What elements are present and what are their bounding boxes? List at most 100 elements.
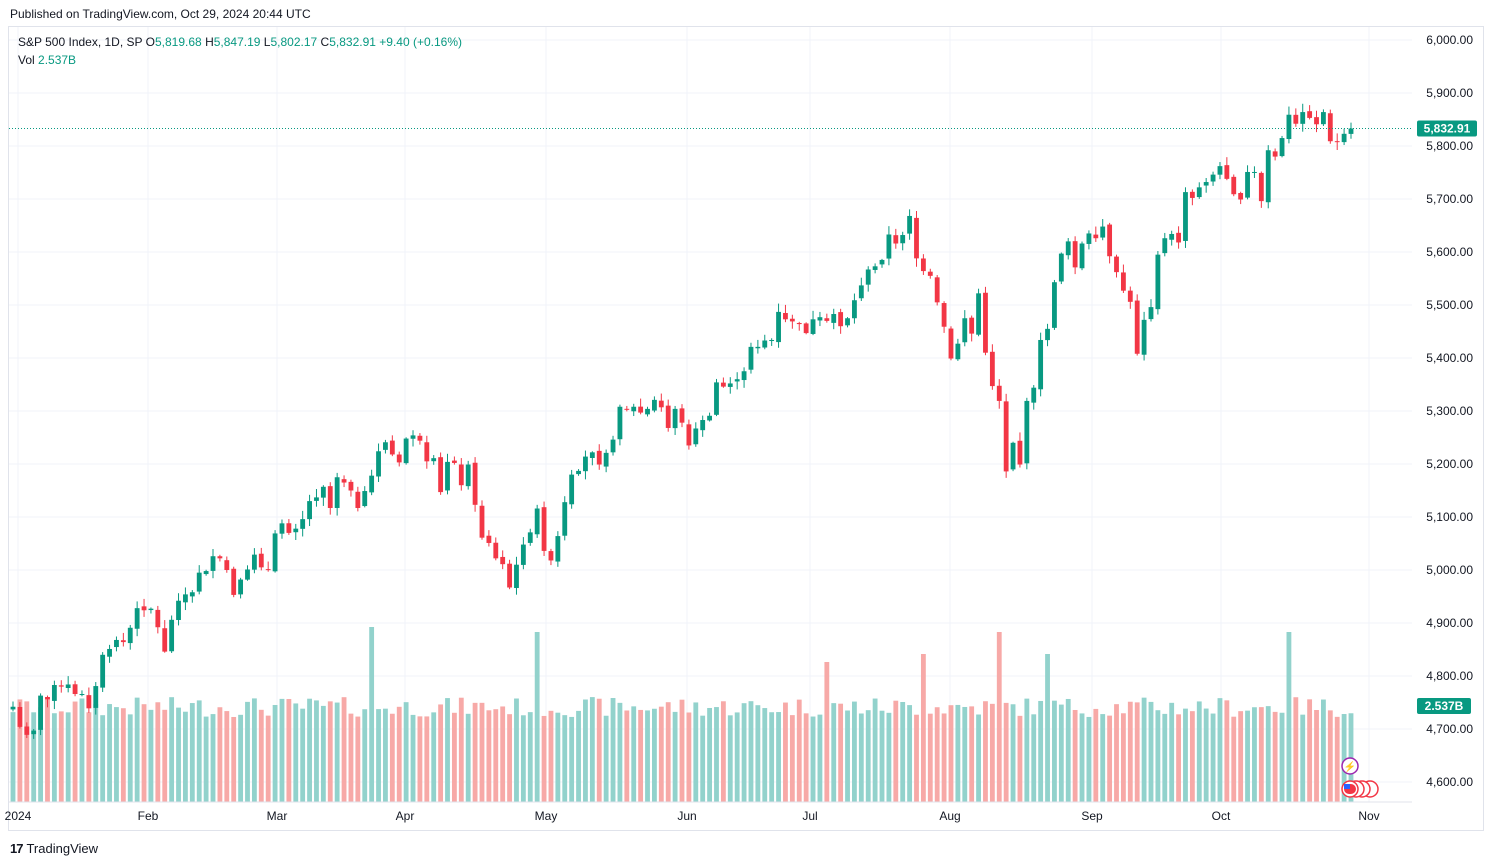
volume-bar — [1224, 700, 1230, 802]
price-tick-label: 5,500.00 — [1426, 298, 1473, 312]
volume-bar — [376, 709, 381, 802]
candle-body — [100, 654, 106, 688]
candle-body — [300, 519, 306, 529]
candle-body — [776, 311, 781, 343]
price-tick-label: 5,600.00 — [1426, 245, 1473, 259]
candle-body — [65, 684, 71, 688]
volume-bar — [51, 713, 57, 802]
candle-body — [914, 217, 919, 259]
volume-bar — [500, 706, 506, 802]
candle-body — [845, 318, 850, 326]
candle-body — [141, 606, 147, 611]
volume-bar — [424, 716, 430, 802]
candle-body — [1086, 233, 1092, 244]
volume-bar — [755, 705, 761, 802]
volume-bar — [555, 712, 561, 802]
volume-bar — [872, 698, 878, 802]
volume-bar — [286, 699, 292, 802]
lightning-event-icon — [1341, 757, 1359, 775]
high-value: 5,847.19 — [213, 35, 261, 49]
volume-bar — [541, 715, 547, 802]
candle-body — [700, 420, 706, 431]
time-tick-label: Nov — [1358, 809, 1379, 823]
volume-bar — [1086, 716, 1092, 802]
volume-bar — [824, 662, 830, 802]
tradingview-logo-icon: 17 — [10, 841, 24, 856]
time-tick-label: Feb — [138, 809, 159, 823]
volume-bar — [969, 706, 975, 802]
candle-body — [1265, 150, 1271, 203]
candle-body — [389, 440, 395, 455]
volume-bar — [438, 704, 444, 802]
candle-body — [1169, 233, 1175, 240]
candle-body — [1252, 171, 1257, 173]
last-price-line: 5,832.91 2.537B — [9, 120, 1477, 714]
candle-body — [251, 554, 257, 570]
volume-bar — [776, 712, 781, 802]
vol-label: Vol — [18, 53, 35, 67]
volume-bar — [293, 703, 299, 802]
volume-bar — [31, 712, 37, 802]
candle-body — [58, 685, 64, 687]
volume-bar — [203, 716, 209, 802]
volume-bar — [1065, 698, 1071, 802]
volume-bar — [341, 697, 347, 802]
candle-body — [727, 383, 733, 387]
candle-body — [1348, 128, 1354, 134]
candle-body — [1217, 166, 1223, 175]
volume-bar — [383, 708, 388, 802]
candle-body — [1210, 174, 1216, 182]
volume-bars — [10, 627, 1354, 802]
volume-bar — [479, 702, 485, 802]
candle-body — [1038, 339, 1044, 390]
candle-body — [169, 619, 175, 652]
volume-bar — [651, 708, 657, 802]
candle-body — [679, 408, 685, 423]
volume-bar — [417, 716, 423, 802]
time-tick-label: 2024 — [5, 809, 32, 823]
volume-bar — [245, 701, 250, 802]
volume-bar — [610, 698, 616, 802]
candle-body — [1196, 187, 1202, 198]
volume-bar — [693, 702, 699, 802]
candle-body — [431, 458, 437, 462]
published-on-line: Published on TradingView.com, Oct 29, 20… — [10, 7, 311, 21]
volume-legend: Vol 2.537B — [18, 53, 76, 67]
candle-body — [376, 451, 381, 477]
candle-body — [162, 628, 168, 652]
candle-body — [265, 569, 271, 571]
volume-bar — [1279, 712, 1285, 802]
volume-bar — [334, 702, 340, 802]
candle-body — [500, 556, 506, 565]
candle-body — [1272, 151, 1278, 157]
price-tick-label: 5,200.00 — [1426, 457, 1473, 471]
candle-body — [610, 439, 616, 453]
volume-bar — [1031, 714, 1037, 802]
volume-bar — [1114, 704, 1119, 802]
tradingview-brand[interactable]: 17 TradingView — [10, 841, 98, 856]
candle-body — [472, 462, 478, 505]
price-tick-label: 5,400.00 — [1426, 351, 1473, 365]
volume-bar — [1134, 702, 1140, 802]
volume-bar — [865, 710, 871, 802]
candle-body — [1327, 113, 1333, 142]
candle-body — [1045, 328, 1050, 341]
volume-bar — [962, 706, 968, 802]
price-tick-label: 6,000.00 — [1426, 33, 1473, 47]
volume-bar — [114, 707, 119, 802]
volume-bar — [1003, 702, 1009, 802]
event-markers: ⚡ — [1341, 757, 1379, 798]
candle-body — [1093, 234, 1099, 239]
volume-bar — [348, 713, 354, 802]
time-tick-label: Sep — [1081, 809, 1103, 823]
volume-bar — [727, 715, 733, 802]
candle-body — [1114, 256, 1119, 273]
candle-body — [603, 452, 609, 467]
candle-body — [245, 569, 250, 580]
volume-bar — [10, 712, 16, 802]
candle-body — [858, 285, 864, 299]
volume-bar — [369, 627, 375, 802]
chart-frame[interactable] — [8, 26, 1484, 831]
candle-body — [1293, 114, 1299, 124]
